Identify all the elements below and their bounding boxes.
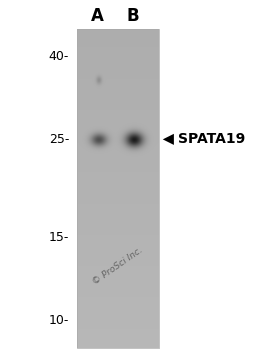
Text: SPATA19: SPATA19 (178, 132, 245, 146)
Text: B: B (127, 7, 140, 25)
Text: © ProSci Inc.: © ProSci Inc. (91, 245, 144, 287)
Text: 10-: 10- (49, 314, 69, 327)
Text: 25-: 25- (49, 133, 69, 146)
Text: A: A (91, 7, 104, 25)
Text: 15-: 15- (49, 231, 69, 244)
Bar (77, 29, 159, 348)
Text: 40-: 40- (49, 50, 69, 63)
